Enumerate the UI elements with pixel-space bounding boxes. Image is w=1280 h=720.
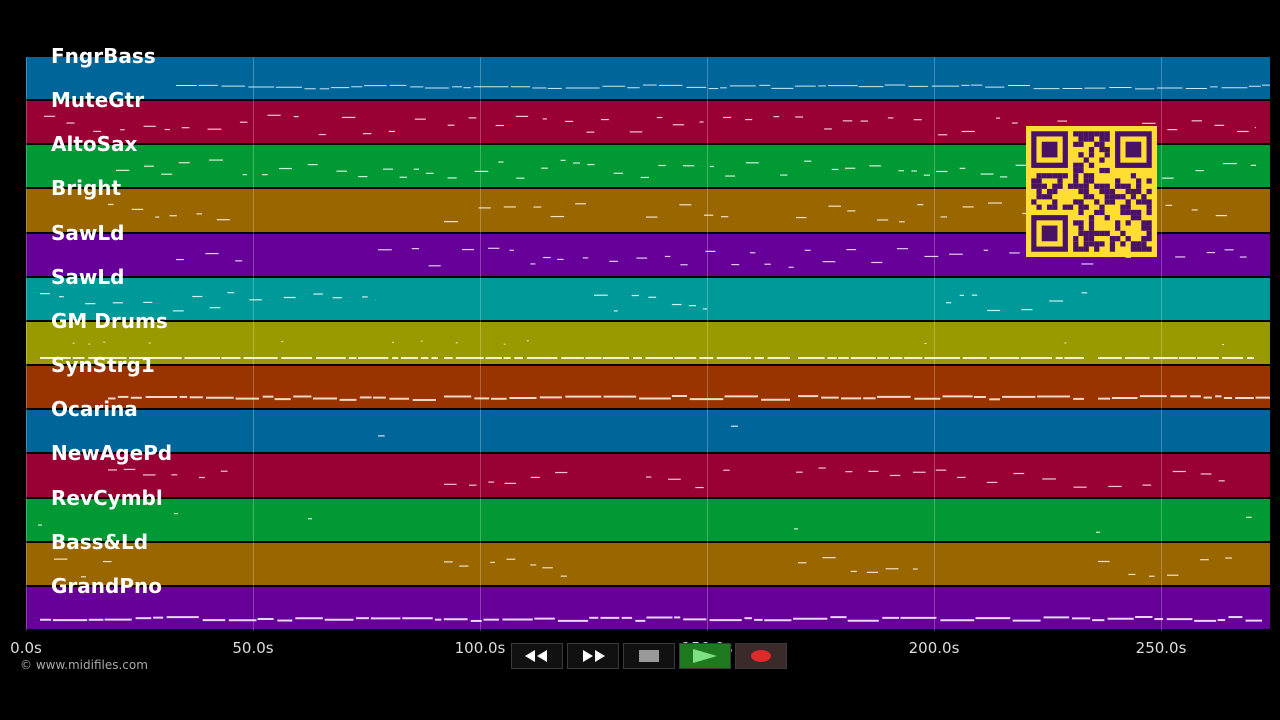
track-notes <box>40 291 1088 312</box>
time-tick-label: 50.0s <box>232 639 274 657</box>
transport-controls <box>511 643 787 669</box>
track-name: AltoSax <box>51 132 138 157</box>
fast-forward-icon <box>583 650 605 662</box>
time-tick-label: 100.0s <box>454 639 506 657</box>
track-notes <box>40 340 1254 359</box>
track-notes <box>116 159 1256 180</box>
track-name: SynStrg1 <box>51 353 155 378</box>
time-tick-label: 0.0s <box>10 639 42 657</box>
track-lane[interactable]: RevCymbl <box>26 486 1270 541</box>
track-name: SawLd <box>51 220 125 245</box>
rewind-button[interactable] <box>511 643 563 669</box>
track-notes <box>108 467 1246 489</box>
track-lane[interactable]: GM Drums <box>26 309 1270 365</box>
stop-icon <box>639 650 659 662</box>
play-button[interactable] <box>679 643 731 669</box>
track-lane[interactable]: NewAgePd <box>26 441 1270 497</box>
track-name: NewAgePd <box>51 441 173 466</box>
track-name: GrandPno <box>51 573 162 598</box>
fast-forward-button[interactable] <box>567 643 619 669</box>
rewind-icon <box>525 650 547 662</box>
track-name: MuteGtr <box>51 88 145 113</box>
track-notes <box>176 84 1270 90</box>
track-notes <box>40 615 1262 622</box>
track-notes <box>378 425 738 437</box>
track-name: Bright <box>51 176 122 201</box>
track-notes <box>44 114 1256 136</box>
track-lane[interactable]: Ocarina <box>26 397 1270 453</box>
track-lane[interactable]: SawLd <box>26 265 1270 320</box>
track-lane[interactable]: FngrBass <box>26 44 1270 100</box>
qr-code-image <box>1026 126 1157 257</box>
track-name: SawLd <box>51 264 125 289</box>
track-lane[interactable]: GrandPno <box>26 574 1270 629</box>
track-notes <box>54 556 1232 578</box>
time-tick-label: 200.0s <box>908 639 960 657</box>
record-icon <box>751 650 771 662</box>
copyright-text: © www.midifiles.com <box>20 658 148 672</box>
stop-button[interactable] <box>623 643 675 669</box>
track-name: GM Drums <box>51 308 168 333</box>
track-name: FngrBass <box>51 44 156 68</box>
record-button[interactable] <box>735 643 787 669</box>
track-notes <box>108 395 1270 402</box>
track-name: Ocarina <box>51 397 138 422</box>
track-name: Bass&Ld <box>51 529 149 554</box>
track-lane[interactable]: SynStrg1 <box>26 353 1270 409</box>
play-icon <box>693 649 717 663</box>
time-tick-label: 250.0s <box>1135 639 1187 657</box>
track-notes <box>38 512 1252 533</box>
track-name: RevCymbl <box>51 485 163 510</box>
track-lane[interactable]: Bass&Ld <box>26 530 1270 585</box>
